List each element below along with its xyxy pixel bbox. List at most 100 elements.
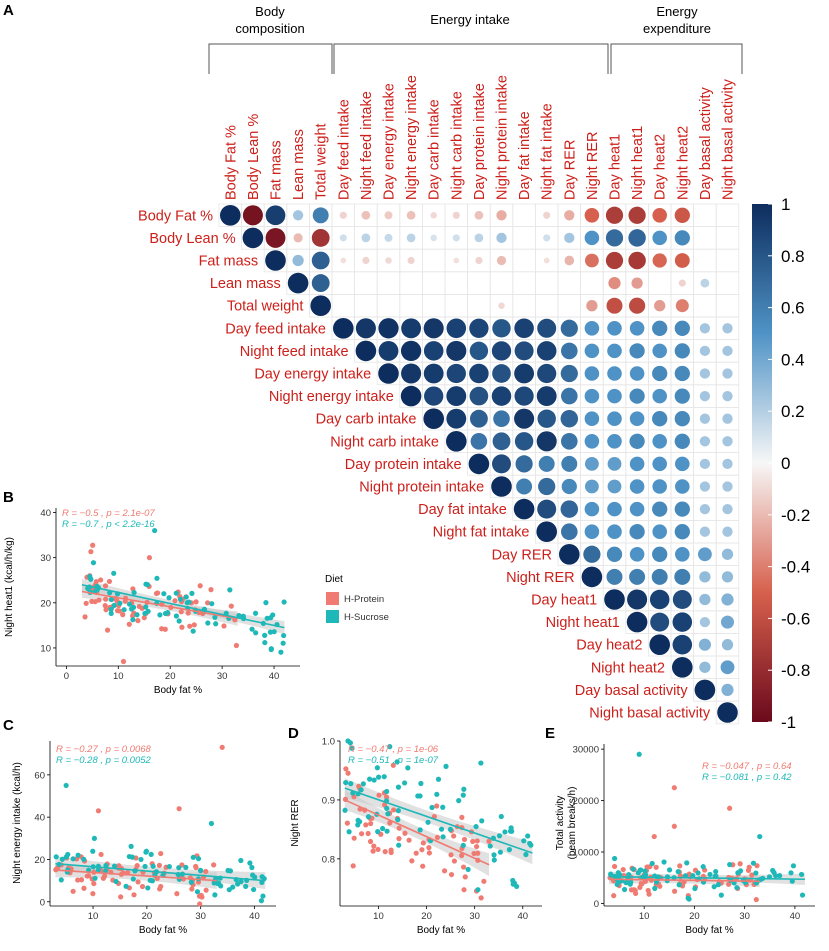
- data-point-h-sucrose: [260, 893, 266, 899]
- correlation-dot-day-energy-intake-night-basal-activity: [722, 368, 733, 379]
- column-label-body-fat: Body Fat %: [223, 125, 239, 200]
- data-point-h-protein: [358, 831, 365, 837]
- correlation-dot-day-feed-intake-night-heat2: [674, 320, 690, 336]
- colorbar-tick-label: -0.8: [781, 661, 810, 680]
- x-tick-label: 30: [217, 671, 228, 682]
- data-point-h-protein: [102, 583, 109, 589]
- data-point-h-sucrose: [675, 869, 681, 875]
- correlation-dot-fat-mass-night-heat1: [628, 251, 646, 270]
- data-point-h-sucrose: [623, 880, 629, 886]
- correlation-dot-night-feed-intake-day-basal-activity: [699, 345, 711, 357]
- correlation-dot-night-rer-night-heat2: [674, 568, 691, 585]
- heatmap-cell: [648, 271, 672, 295]
- data-point-h-protein: [441, 868, 448, 874]
- colorbar: 1 0.8 0.6 0.4 0.2 0 -0.2 -0.4 -0.6 -0.8 -1: [752, 195, 810, 732]
- correlation-dot-lean-mass-total-weight: [311, 274, 330, 293]
- data-point-h-sucrose: [735, 870, 741, 876]
- data-point-h-protein: [156, 862, 163, 868]
- data-point-h-sucrose: [111, 863, 118, 869]
- x-tick-label: 20: [142, 911, 153, 922]
- correlation-dot-day-energy-intake-night-rer: [584, 366, 600, 381]
- correlation-dot-day-energy-intake-day-energy-intake: [378, 363, 399, 384]
- data-point-h-sucrose: [401, 780, 408, 786]
- group-label-body-composition-line2: composition: [235, 21, 304, 36]
- column-label-night-protein-intake: Night protein intake: [495, 75, 511, 200]
- correlation-dot-lean-mass-day-basal-activity: [700, 278, 710, 288]
- correlation-dot-night-protein-intake-day-heat1: [607, 479, 622, 494]
- fit-line-h-protein: [609, 878, 760, 883]
- correlation-dot-day-carb-intake-night-basal-activity: [722, 413, 733, 424]
- correlation-dot-day-feed-intake-day-fat-intake: [514, 318, 534, 339]
- data-point-h-protein: [638, 880, 644, 887]
- correlation-dot-day-feed-intake-day-carb-intake: [423, 318, 444, 339]
- data-point-h-protein: [671, 823, 677, 829]
- panel-letter-e: E: [545, 725, 555, 742]
- data-point-h-protein: [75, 877, 81, 883]
- correlation-dot-day-carb-intake-night-heat1: [629, 411, 645, 426]
- data-point-h-sucrose: [434, 791, 440, 797]
- correlation-dot-body-fat-lean-mass: [292, 210, 304, 221]
- correlation-dot-body-lean-day-rer: [564, 232, 575, 244]
- data-point-h-sucrose: [395, 784, 402, 790]
- correlation-dot-day-energy-intake-night-energy-intake: [401, 363, 422, 384]
- data-point-h-protein: [413, 850, 419, 856]
- data-point-h-sucrose: [145, 885, 151, 891]
- correlation-dot-night-fat-intake-night-heat2: [674, 524, 690, 540]
- column-label-day-energy-intake: Day energy intake: [382, 83, 398, 200]
- data-point-h-protein: [409, 858, 415, 864]
- column-label-body-lean: Body Lean %: [246, 114, 262, 200]
- data-point-h-sucrose: [757, 833, 763, 840]
- correlation-dot-day-fat-intake-night-rer: [584, 501, 600, 517]
- correlation-dot-day-energy-intake-day-carb-intake: [423, 363, 444, 384]
- correlation-dot-night-carb-intake-night-basal-activity: [722, 436, 733, 447]
- data-point-h-sucrose: [173, 613, 180, 619]
- data-point-h-sucrose: [91, 835, 98, 841]
- correlation-dot-day-protein-intake-night-fat-intake: [538, 455, 555, 472]
- data-point-h-sucrose: [121, 607, 127, 613]
- data-point-h-sucrose: [343, 779, 349, 786]
- data-point-h-protein: [396, 836, 402, 842]
- data-point-h-protein: [367, 838, 374, 845]
- data-point-h-sucrose: [108, 606, 114, 613]
- data-point-h-protein: [106, 578, 113, 585]
- data-point-h-protein: [462, 874, 468, 880]
- correlation-dot-fat-mass-night-fat-intake: [543, 257, 550, 264]
- data-point-h-sucrose: [666, 867, 673, 873]
- data-point-h-protein: [162, 626, 168, 632]
- column-label-night-energy-intake: Night energy intake: [404, 75, 420, 200]
- y-tick-label: 40: [34, 813, 45, 824]
- stat-h-protein: R = −0.047 , p = 0.64: [702, 761, 792, 772]
- correlation-dot-fat-mass-day-rer: [564, 255, 575, 266]
- correlation-dot-day-carb-intake-day-protein-intake: [469, 409, 488, 428]
- data-point-h-sucrose: [700, 864, 706, 870]
- data-point-h-protein: [486, 838, 492, 844]
- correlation-dot-day-heat1-day-heat1: [604, 589, 625, 610]
- stat-h-sucrose: R = −0.28 , p = 0.0052: [56, 755, 152, 766]
- heatmap-cell: [715, 700, 740, 725]
- row-label-body-lean: Body Lean %: [149, 231, 235, 247]
- data-point-h-sucrose: [753, 870, 759, 876]
- correlation-dot-night-protein-intake-day-fat-intake: [516, 478, 533, 495]
- data-point-h-sucrose: [234, 881, 241, 887]
- row-label-day-protein-intake: Day protein intake: [345, 457, 462, 473]
- colorbar-tick-label: 0.6: [781, 299, 805, 318]
- data-point-h-sucrose: [176, 618, 182, 624]
- data-point-h-protein: [88, 549, 94, 555]
- data-point-h-sucrose: [189, 590, 195, 596]
- heatmap-cell: [489, 271, 514, 295]
- correlation-dot-body-lean-total-weight: [311, 228, 330, 247]
- colorbar-tick-label: 0.4: [781, 350, 805, 369]
- data-point-h-sucrose: [81, 856, 87, 862]
- colorbar-tick-label: 0.2: [781, 402, 805, 421]
- row-label-night-fat-intake: Night fat intake: [433, 525, 530, 541]
- data-point-h-protein: [120, 612, 126, 618]
- data-point-h-sucrose: [262, 632, 268, 638]
- data-point-h-sucrose: [183, 594, 189, 600]
- correlation-dot-total-weight-night-heat1: [628, 297, 646, 314]
- correlation-dot-night-protein-intake-night-basal-activity: [722, 481, 733, 492]
- correlation-dot-day-energy-intake-day-heat2: [652, 365, 668, 382]
- correlation-dot-night-energy-intake-day-heat2: [652, 388, 667, 404]
- data-point-h-protein: [391, 807, 397, 813]
- correlation-dot-day-fat-intake-night-heat1: [629, 501, 645, 517]
- data-point-h-protein: [189, 886, 195, 892]
